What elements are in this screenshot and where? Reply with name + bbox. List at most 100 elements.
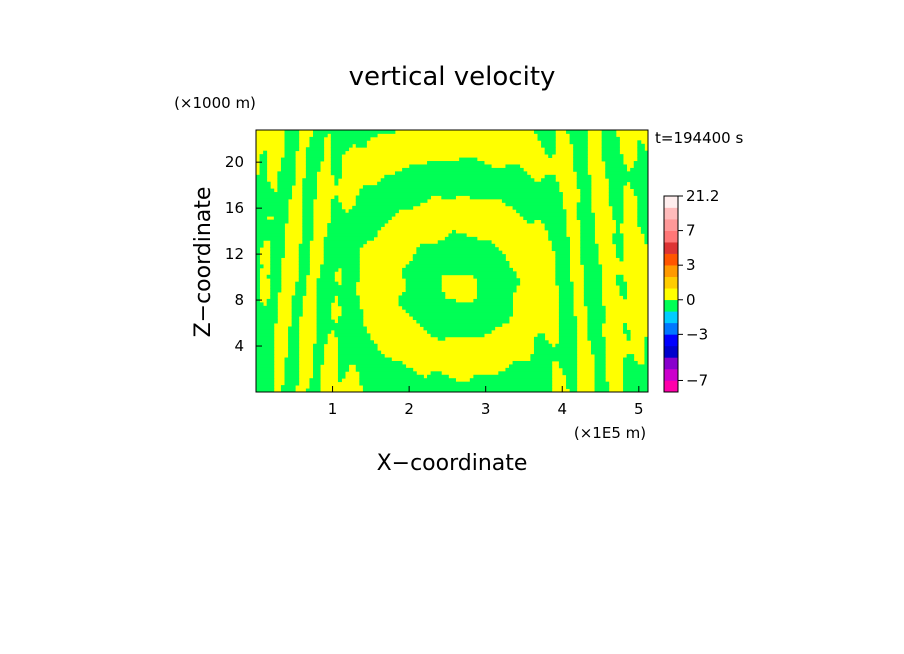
field-cell (558, 285, 574, 289)
field-cell (583, 295, 603, 300)
x-axis-label: X−coordinate (377, 451, 528, 476)
field-cell (256, 388, 275, 392)
field-cell (573, 157, 588, 162)
field-cell (302, 233, 314, 238)
field-cell (323, 250, 360, 255)
field-cell (270, 278, 282, 283)
field-cell (459, 157, 478, 162)
field-cell (576, 202, 592, 207)
field-cell (612, 205, 624, 210)
field-cell (330, 216, 392, 221)
field-cell (256, 243, 264, 248)
field-cell (330, 171, 342, 176)
field-cell (359, 381, 553, 386)
field-cell (619, 285, 628, 289)
field-cell (266, 302, 278, 307)
field-cell (623, 385, 648, 389)
field-cell (551, 247, 570, 252)
field-cell (644, 336, 648, 341)
colorbar-swatch-7 (664, 299, 678, 312)
field-cell (330, 136, 371, 141)
field-cell (501, 198, 563, 203)
field-cell (330, 219, 389, 224)
field-cell (566, 374, 578, 379)
field-cell (469, 378, 553, 383)
field-cell (323, 247, 360, 252)
field-cell (277, 185, 293, 190)
field-cell (590, 347, 606, 352)
field-cell (337, 364, 350, 369)
field-cell (615, 223, 620, 227)
field-cell (476, 281, 521, 286)
field-cell (341, 274, 360, 279)
field-cell (619, 288, 628, 293)
field-cell (612, 209, 624, 214)
field-cell (284, 130, 300, 134)
field-cell (284, 360, 300, 365)
field-cell (573, 147, 588, 152)
field-cell (337, 371, 346, 376)
field-cell (558, 340, 578, 345)
field-cell (405, 309, 513, 314)
field-cell (623, 381, 648, 386)
field-cell (277, 178, 296, 183)
field-cell (580, 188, 592, 193)
field-cell (288, 336, 300, 341)
field-cell (359, 374, 424, 379)
field-cell (298, 261, 310, 265)
field-cell (558, 364, 578, 369)
field-cell (637, 216, 648, 221)
field-cell (323, 261, 360, 265)
field-cell (320, 267, 339, 272)
field-cell (398, 298, 456, 303)
field-cell (601, 130, 617, 134)
field-cell (256, 223, 285, 227)
field-cell (284, 381, 300, 386)
field-cell (256, 292, 260, 296)
field-cell (548, 236, 570, 241)
field-cell (291, 312, 303, 317)
field-cell (615, 243, 624, 248)
colorbar-swatch-5 (664, 322, 678, 335)
field-cell (580, 233, 595, 238)
field-cell (313, 367, 321, 372)
colorbar-swatch-4 (664, 334, 678, 347)
colorbar-swatch-2 (664, 357, 678, 370)
field-cell (270, 292, 278, 296)
field-cell (302, 240, 310, 245)
field-cell (256, 181, 271, 186)
field-cell (583, 302, 603, 307)
field-cell (605, 164, 628, 169)
field-cell (402, 167, 524, 172)
field-cell (637, 143, 645, 148)
colorbar-swatch-14 (664, 219, 678, 231)
field-cell (544, 147, 556, 152)
field-cell (548, 233, 567, 238)
field-cell (323, 236, 374, 241)
colorbar-swatch-1 (664, 368, 678, 381)
field-cell (259, 171, 268, 176)
field-cell (541, 140, 556, 145)
field-cell (576, 216, 595, 221)
field-cell (533, 336, 546, 341)
field-cell (263, 150, 268, 155)
field-cell (505, 164, 521, 169)
field-cell (644, 240, 648, 245)
field-cell (533, 130, 556, 134)
field-cell (284, 154, 296, 158)
field-cell (555, 261, 570, 265)
field-cell (630, 167, 648, 172)
field-cell (512, 205, 563, 210)
colorbar-label-5: −7 (686, 371, 708, 389)
field-cell (398, 302, 513, 307)
field-cell (270, 271, 282, 276)
field-cell (587, 319, 606, 324)
field-cell (601, 133, 617, 138)
field-cell (587, 305, 606, 310)
field-cell (402, 305, 513, 310)
field-cell (605, 174, 648, 179)
y-tick-label-3: 16 (225, 199, 244, 217)
field-cell (523, 216, 567, 221)
field-cell (558, 336, 578, 341)
field-cell (256, 198, 289, 203)
